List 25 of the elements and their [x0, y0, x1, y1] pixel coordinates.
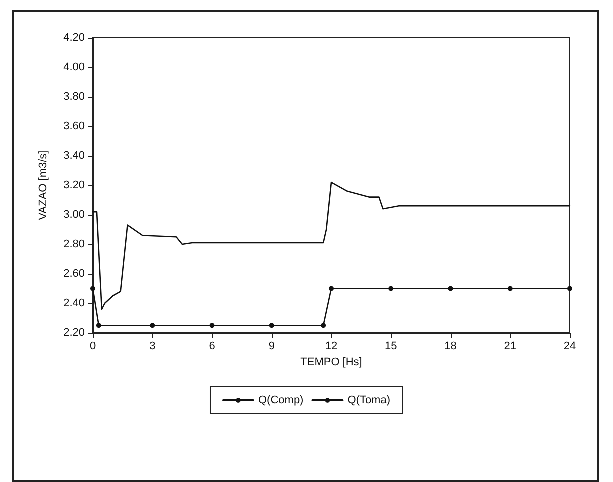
legend-label: Q(Toma) — [348, 394, 391, 406]
y-tick-label: 3.60 — [64, 120, 85, 132]
y-tick-label: 2.60 — [64, 268, 85, 280]
y-tick-label: 3.20 — [64, 180, 85, 192]
x-tick-label: 18 — [444, 340, 457, 352]
x-tick-label: 6 — [209, 340, 216, 352]
x-axis-title: TEMPO [Hs] — [300, 356, 362, 368]
x-tick-label: 12 — [325, 340, 338, 352]
x-tick-label: 9 — [268, 340, 275, 352]
y-tick-label: 2.20 — [64, 327, 85, 339]
y-tick-label: 2.80 — [64, 238, 85, 250]
y-tick-label: 2.40 — [64, 298, 85, 310]
y-axis-title: VAZAO [m3/s] — [38, 150, 50, 220]
x-tick-label: 0 — [90, 340, 96, 352]
y-tick-label: 3.80 — [64, 91, 85, 103]
x-tick-label: 21 — [504, 340, 516, 352]
y-tick-label: 3.40 — [64, 150, 85, 162]
x-tick-label: 15 — [385, 340, 398, 352]
line-series — [92, 182, 571, 310]
legend-label: Q(Comp) — [258, 394, 304, 406]
x-tick-label: 24 — [564, 340, 576, 352]
y-tick-label: 4.00 — [64, 62, 85, 74]
y-tick-label: 4.20 — [64, 32, 85, 44]
y-tick-label: 3.00 — [64, 209, 85, 221]
x-tick-label: 3 — [150, 340, 156, 352]
